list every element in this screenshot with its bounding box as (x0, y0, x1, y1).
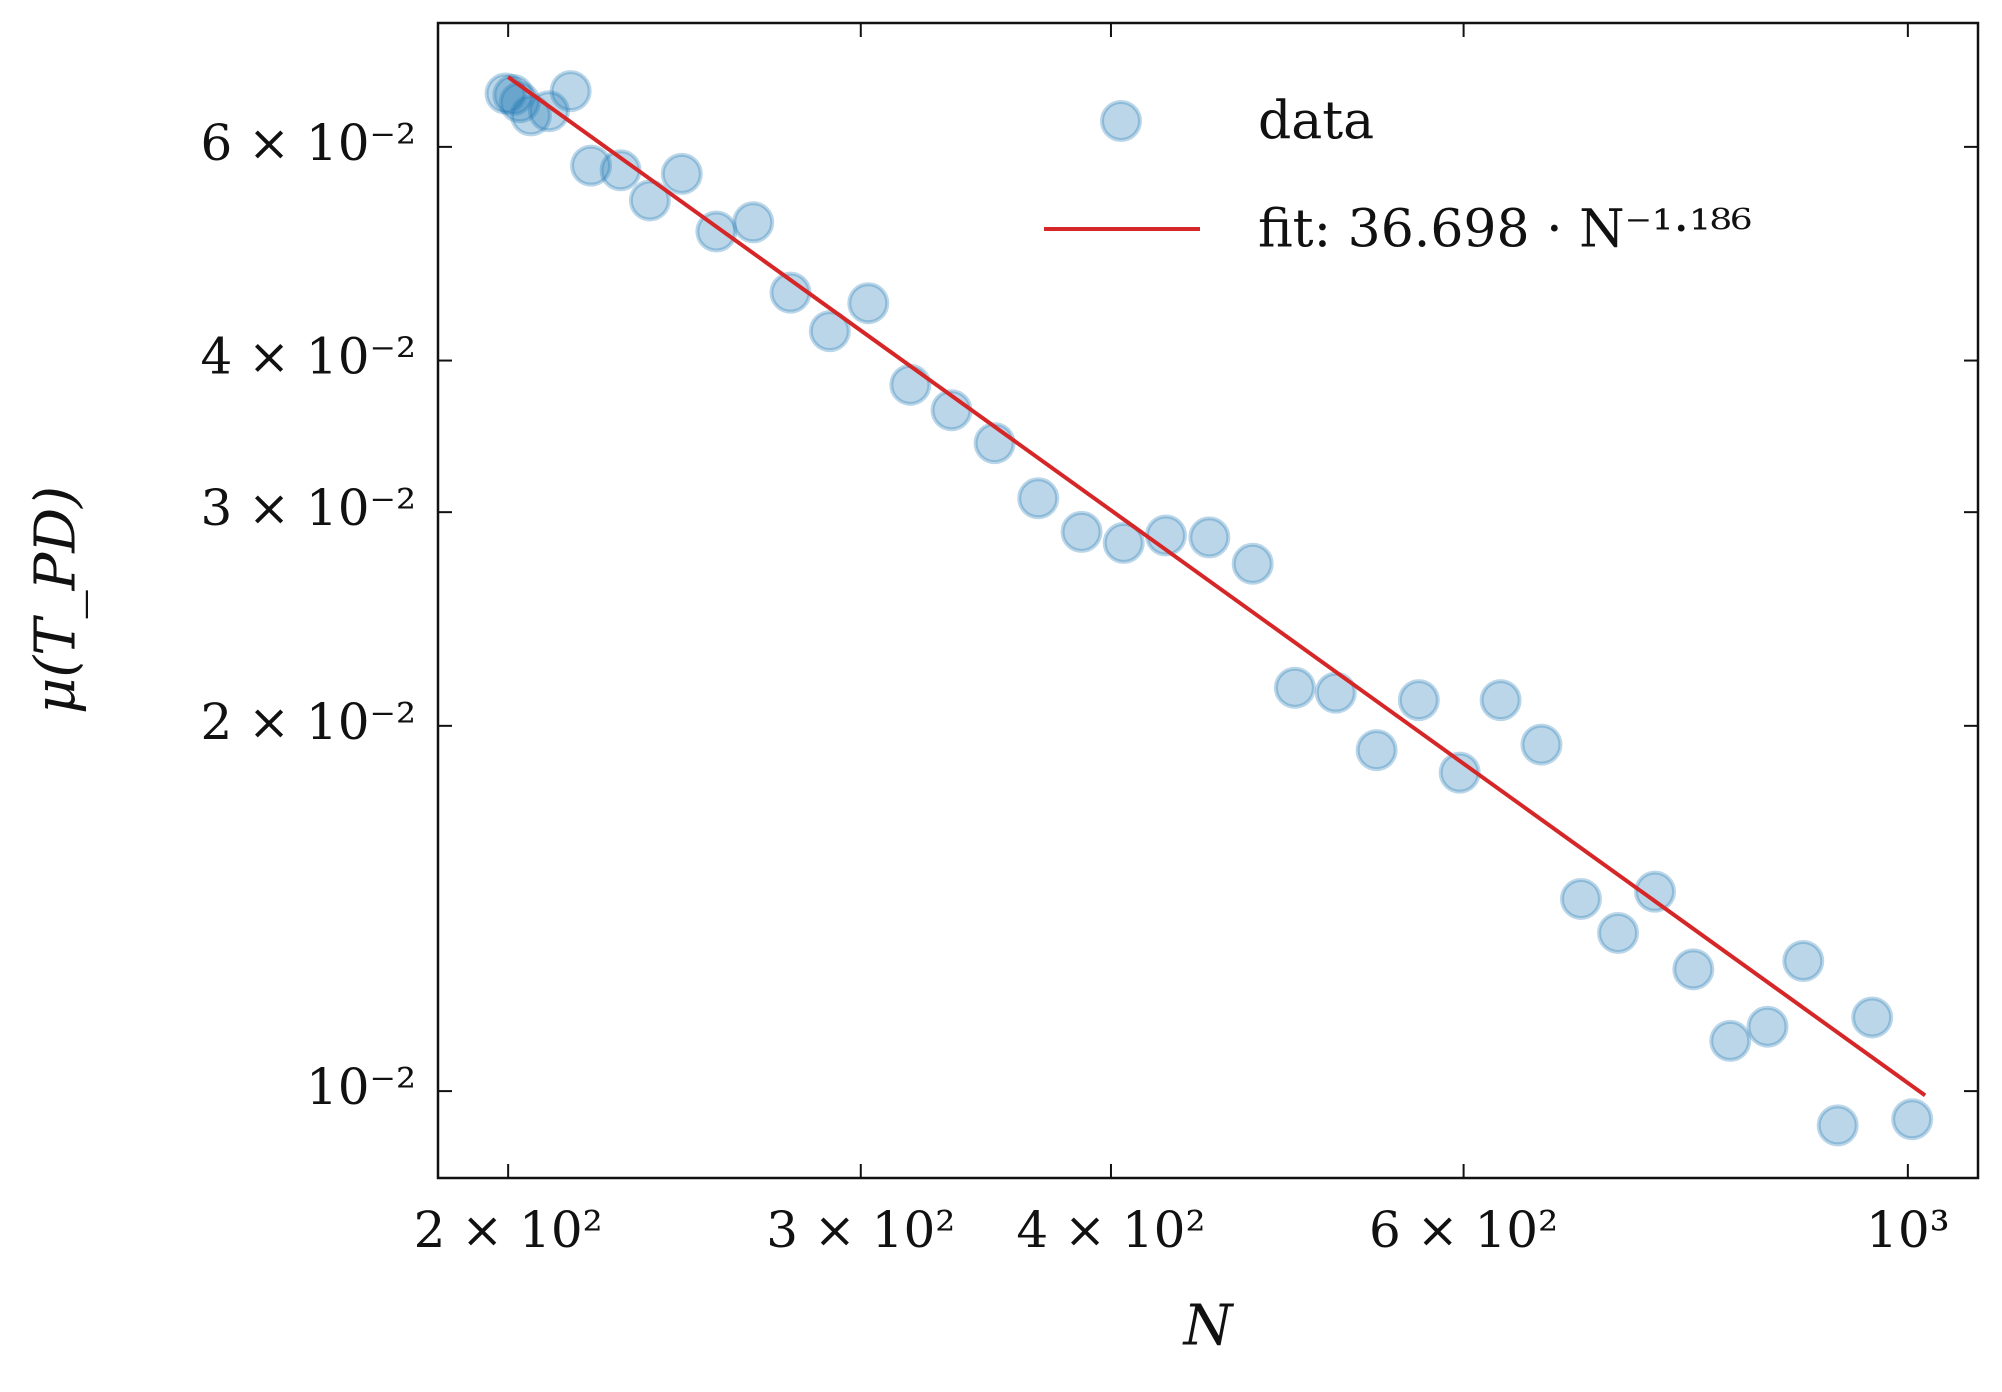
data-point (1060, 510, 1103, 553)
data-point (1559, 877, 1602, 920)
data-point (1891, 1098, 1934, 1141)
data-point (847, 282, 890, 325)
y-tick-label: 6 × 10⁻² (200, 114, 416, 172)
data-point (1273, 666, 1316, 709)
legend-label: fit: 36.698 · N⁻¹·¹⁸⁶ (1258, 200, 1752, 260)
data-point (1633, 870, 1676, 913)
x-tick-label: 3 × 10² (766, 1201, 955, 1259)
data-point (1597, 911, 1640, 954)
x-axis-label: N (1182, 1294, 1235, 1359)
data-point (1672, 948, 1715, 991)
x-tick-label: 4 × 10² (1016, 1201, 1205, 1259)
data-point (549, 70, 592, 113)
x-tick-label: 2 × 10² (414, 1201, 603, 1259)
data-point (1709, 1019, 1752, 1062)
legend-marker (1100, 100, 1142, 142)
data-point (660, 152, 703, 195)
y-axis-label: μ(T_PD) (24, 486, 89, 714)
data-point (732, 201, 775, 244)
plot-frame (436, 21, 1980, 1180)
y-tick-label: 2 × 10⁻² (200, 693, 416, 751)
data-point (1520, 723, 1563, 766)
data-point (1816, 1104, 1859, 1147)
data-point (1397, 679, 1440, 722)
data-point (1782, 940, 1825, 983)
data-point (1851, 996, 1894, 1039)
data-point (1479, 679, 1522, 722)
data-point (1355, 729, 1398, 772)
data-point (1746, 1005, 1789, 1048)
data-point (570, 144, 613, 187)
y-tick-label: 4 × 10⁻² (200, 328, 416, 386)
legend-label: data (1258, 92, 1374, 152)
data-point (1231, 542, 1274, 585)
fit-line (506, 75, 1927, 1097)
data-point (889, 363, 932, 406)
data-point (973, 422, 1016, 465)
data-point (628, 179, 671, 222)
y-tick-label: 3 × 10⁻² (200, 479, 416, 537)
data-point (1102, 521, 1145, 564)
y-tick-label: 10⁻² (306, 1058, 416, 1116)
data-point (1188, 516, 1231, 559)
data-point (1017, 477, 1060, 520)
data-point (509, 94, 552, 137)
data-point (808, 310, 851, 353)
x-tick-label: 6 × 10² (1369, 1201, 1558, 1259)
x-tick-label: 10³ (1866, 1201, 1950, 1259)
